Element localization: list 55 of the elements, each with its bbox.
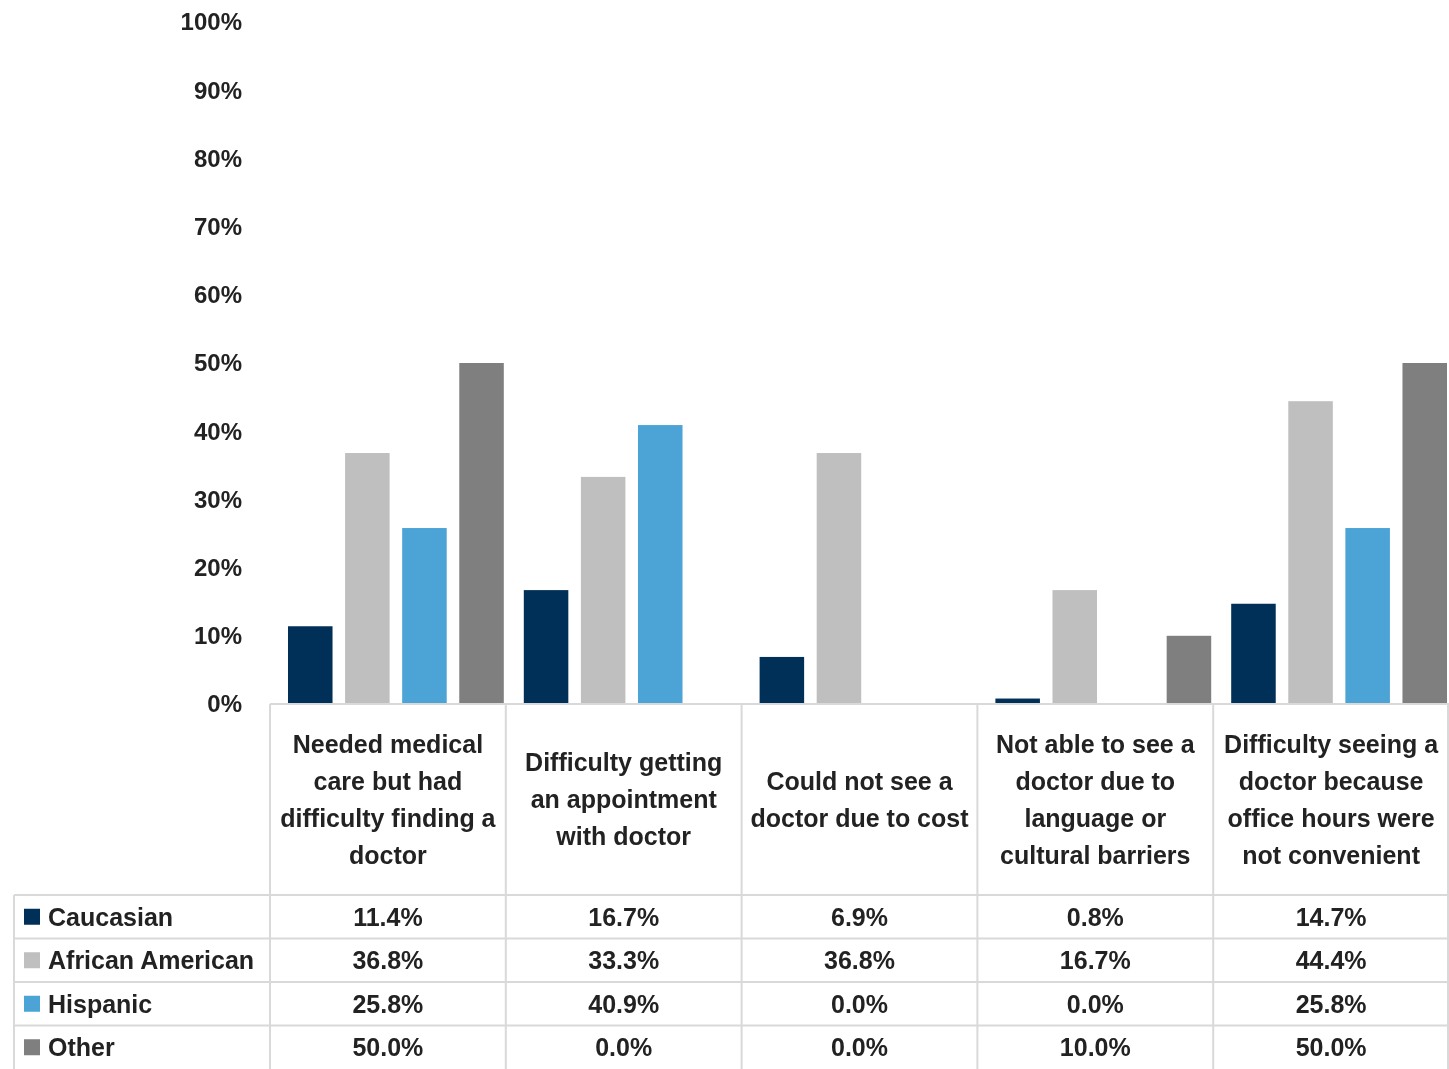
y-tick-label: 90% [193, 76, 242, 104]
bar [1052, 590, 1098, 704]
y-tick-label: 70% [193, 213, 242, 240]
x-tick-label: Difficulty seeing a doctor because office hours were not convenient [1224, 729, 1440, 869]
y-tick-label: 60% [193, 281, 242, 309]
bar [1231, 603, 1276, 704]
bar [759, 656, 805, 704]
y-tick-label: 10% [193, 622, 242, 650]
data-label: 0.8% [1066, 902, 1124, 931]
bar [1402, 363, 1447, 704]
data-label: 40.9% [588, 989, 660, 1018]
y-tick-label: 30% [193, 485, 242, 513]
data-label: 36.8% [824, 946, 895, 974]
y-tick-label: 20% [193, 554, 242, 581]
data-label: 0.0% [1066, 989, 1124, 1018]
y-tick-label: 40% [193, 417, 242, 445]
y-tick-label: 100% [180, 8, 242, 36]
legend-label: Caucasian [48, 902, 174, 931]
bar [1288, 401, 1333, 704]
x-tick-label: Not able to see a doctor due to language or cultural barriers [995, 729, 1196, 869]
data-label: 33.3% [588, 946, 660, 974]
legend-label: African American [48, 946, 255, 974]
bar [459, 363, 504, 704]
bar [1166, 635, 1212, 704]
data-label: 6.9% [831, 902, 888, 931]
bar [288, 626, 333, 704]
data-label: 36.8% [352, 946, 424, 974]
x-tick-label: Needed medical care but had difficulty finding a doctor [280, 729, 497, 869]
data-label: 0.0% [831, 1033, 888, 1061]
data-label: 25.8% [1295, 989, 1367, 1018]
legend-label: Hispanic [48, 989, 153, 1018]
data-label: 25.8% [352, 989, 424, 1018]
bar [816, 453, 862, 704]
x-tick-label: Could not see a doctor due to cost [750, 766, 970, 832]
data-label: 11.4% [353, 902, 423, 931]
bar [637, 425, 683, 704]
data-label: 16.7% [1059, 946, 1131, 974]
bar [345, 453, 390, 704]
x-tick-label: Difficulty getting an appointment with doctor [525, 748, 723, 851]
bar [580, 476, 626, 704]
data-label: 0.0% [595, 1033, 653, 1061]
data-label: 14.7% [1295, 902, 1367, 931]
data-label: 10.0% [1059, 1033, 1131, 1061]
data-label: 16.7% [588, 902, 660, 931]
y-tick-label: 50% [193, 349, 242, 377]
y-tick-label: 0% [207, 690, 242, 718]
bar [1345, 528, 1390, 704]
data-label: 0.0% [831, 989, 888, 1018]
data-label: 50.0% [352, 1033, 424, 1061]
bar [402, 528, 447, 704]
data-label: 44.4% [1295, 946, 1367, 974]
data-label: 50.0% [1295, 1033, 1367, 1061]
bar [523, 590, 569, 704]
y-tick-label: 80% [193, 144, 242, 172]
legend-label: Other [48, 1033, 115, 1061]
